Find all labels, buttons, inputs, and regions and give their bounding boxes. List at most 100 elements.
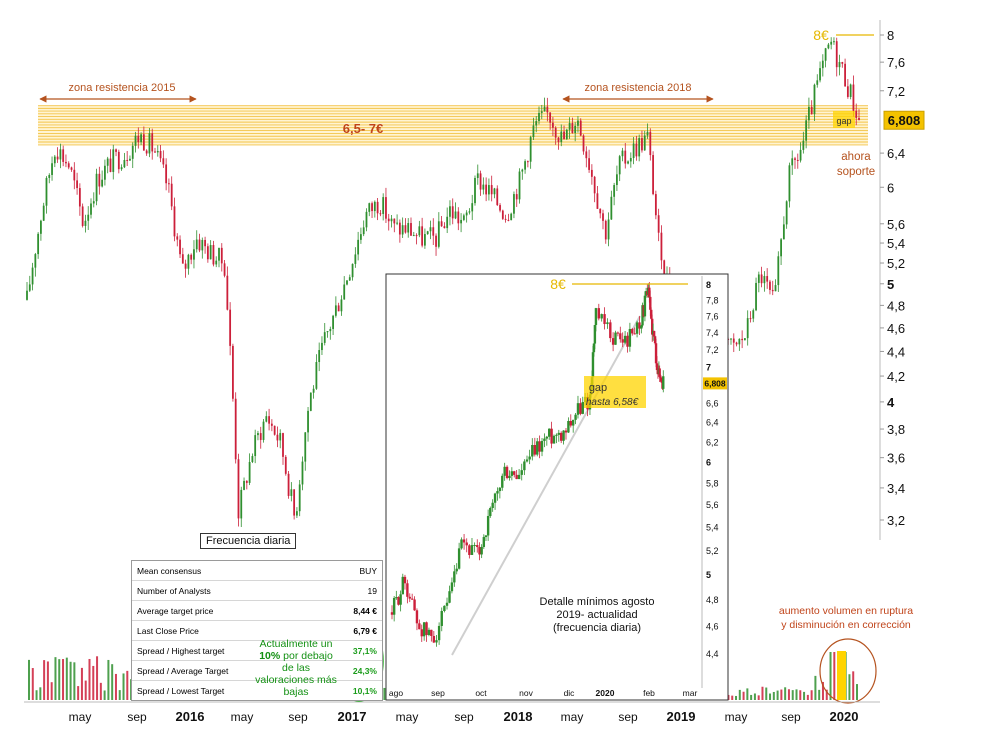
consensus-row-value: 10,1% <box>352 685 377 696</box>
consensus-row-value: 19 <box>367 585 377 596</box>
x-tick-label: may <box>561 710 584 724</box>
price-candle <box>287 473 290 496</box>
price-candle <box>504 218 507 220</box>
gap-highlight <box>833 111 855 128</box>
consensus-row: Average target price 8,44 € <box>132 601 382 621</box>
price-candle <box>482 184 485 190</box>
price-candle <box>479 173 482 190</box>
detail-candle <box>635 322 639 334</box>
detail-candle <box>567 420 570 433</box>
price-candle <box>396 222 398 224</box>
consensus-row-label: Spread / Highest target <box>137 645 225 656</box>
detail-candle <box>413 599 416 611</box>
price-candle <box>741 338 744 341</box>
detail-x-tick-label: 2020 <box>596 688 615 698</box>
price-candle <box>574 125 577 134</box>
consensus-row-value: 6,79 € <box>353 625 377 636</box>
price-candle <box>270 423 273 426</box>
volume-bar <box>50 682 53 700</box>
consensus-row-value: 8,44 € <box>353 605 377 616</box>
price-candle <box>529 137 532 162</box>
price-candle <box>309 392 312 411</box>
price-candle <box>518 171 521 200</box>
price-candle <box>131 145 134 159</box>
price-candle <box>485 184 488 195</box>
detail-candle <box>603 314 606 325</box>
price-candle <box>582 135 585 152</box>
price-candle <box>796 159 799 161</box>
consensus-row: Last Close Price 6,79 € <box>132 621 382 641</box>
price-candle <box>284 456 287 474</box>
price-candle <box>593 176 596 194</box>
price-candle <box>757 274 760 283</box>
price-candle <box>142 134 145 151</box>
price-candle <box>805 120 808 141</box>
price-candle <box>624 150 627 164</box>
detail-candle <box>448 591 451 603</box>
detail-candle <box>399 594 402 605</box>
price-candle <box>468 211 471 213</box>
price-candle <box>437 221 440 247</box>
resistance-2015-label: zona resistencia 2015 <box>68 82 175 94</box>
price-candle <box>432 227 435 236</box>
detail-y-tick-label: 6,2 <box>706 437 719 447</box>
price-candle <box>137 135 140 143</box>
y-tick-label: 3,8 <box>887 422 905 437</box>
consensus-row-label: Spread / Average Target <box>137 665 229 676</box>
price-candle <box>738 338 741 345</box>
price-candle <box>254 435 257 457</box>
detail-candle <box>397 597 400 605</box>
detail-candle <box>579 403 582 414</box>
price-candle <box>354 254 357 264</box>
price-candle <box>490 185 493 195</box>
volume-bar <box>111 664 114 700</box>
last-price-label: 6,808 <box>888 113 921 128</box>
detail-candle <box>611 338 615 345</box>
price-candle <box>749 318 752 320</box>
price-candle <box>279 433 282 441</box>
price-candle <box>813 84 816 115</box>
price-candle <box>337 305 340 312</box>
detail-candle <box>525 459 529 462</box>
volume-spike-highlight <box>837 651 846 700</box>
price-candle <box>165 164 168 184</box>
target-label: 8€ <box>813 27 829 43</box>
frequency-label: Frecuencia diaria <box>200 533 297 549</box>
volume-bar <box>735 695 738 700</box>
price-candle <box>629 158 632 162</box>
price-candle <box>401 225 404 235</box>
price-candle <box>507 219 510 221</box>
price-candle <box>220 247 223 264</box>
detail-caption-line: 2019- actualidad <box>556 609 638 621</box>
detail-candle <box>482 537 486 547</box>
price-candle <box>276 434 279 441</box>
detail-candle <box>609 322 612 339</box>
price-candle <box>373 201 376 212</box>
price-candle <box>449 206 451 217</box>
price-candle <box>816 80 819 85</box>
detail-panel <box>385 273 729 701</box>
price-candle <box>571 123 574 134</box>
price-candle <box>440 221 443 227</box>
price-candle <box>774 285 777 292</box>
detail-candle <box>648 287 651 297</box>
y-tick-label: 3,2 <box>887 513 905 528</box>
y-tick-label: 6,4 <box>887 146 905 161</box>
price-candle <box>390 218 393 222</box>
detail-candle <box>592 343 596 353</box>
volume-bar <box>99 682 102 700</box>
price-candle <box>53 156 56 164</box>
price-candle <box>151 133 154 152</box>
price-candle <box>426 231 429 235</box>
price-candle <box>37 233 40 255</box>
price-candle <box>371 203 373 212</box>
price-candle <box>488 185 490 195</box>
volume-bar <box>84 680 87 700</box>
price-candle <box>415 235 418 237</box>
price-candle <box>40 220 42 234</box>
price-candle <box>446 216 449 229</box>
detail-candle <box>533 444 537 455</box>
detail-caption: Detalle mínimos agosto 2019- actualidad … <box>529 596 665 635</box>
detail-last-price-box <box>703 377 727 390</box>
price-candle <box>785 201 788 225</box>
